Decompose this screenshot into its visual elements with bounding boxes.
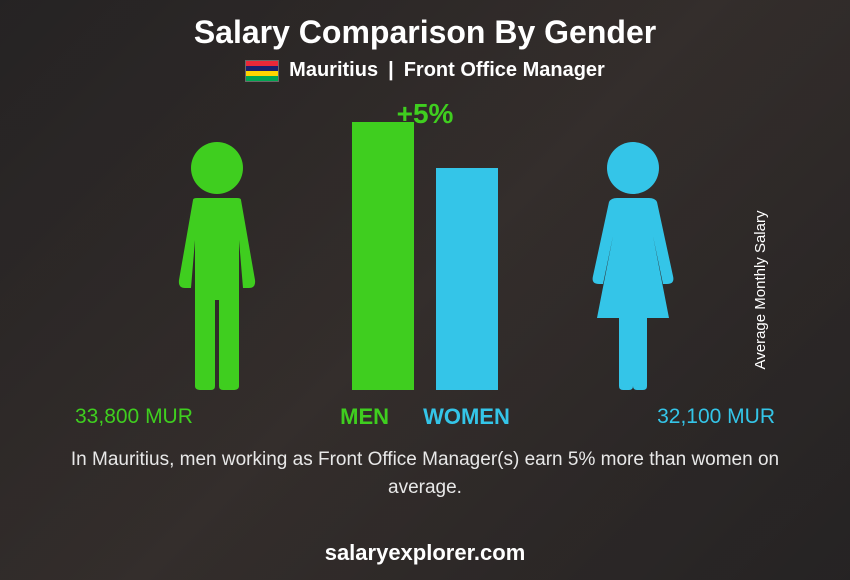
caption: In Mauritius, men working as Front Offic… [65, 446, 785, 501]
page-title: Salary Comparison By Gender [0, 0, 850, 51]
footer: salaryexplorer.com [0, 540, 850, 566]
separator: | [388, 59, 394, 82]
chart: +5% 33,800 MUR MEN WOMEN 32,100 MUR [75, 100, 775, 430]
female-label: WOMEN [423, 404, 510, 430]
female-person-icon [573, 140, 693, 390]
male-salary: 33,800 MUR [75, 405, 193, 429]
subtitle: Mauritius | Front Office Manager [0, 59, 850, 82]
y-axis-label: Average Monthly Salary [752, 211, 769, 370]
bars [352, 122, 498, 390]
job-label: Front Office Manager [404, 59, 605, 82]
female-salary: 32,100 MUR [657, 405, 775, 429]
male-person-icon [157, 140, 277, 390]
flag-stripe-4 [246, 76, 278, 81]
male-label: MEN [340, 404, 389, 430]
bar-male [352, 122, 414, 390]
country-label: Mauritius [289, 59, 378, 82]
bar-female [436, 168, 498, 390]
label-row: 33,800 MUR MEN WOMEN 32,100 MUR [75, 404, 775, 430]
flag-icon [245, 60, 279, 82]
